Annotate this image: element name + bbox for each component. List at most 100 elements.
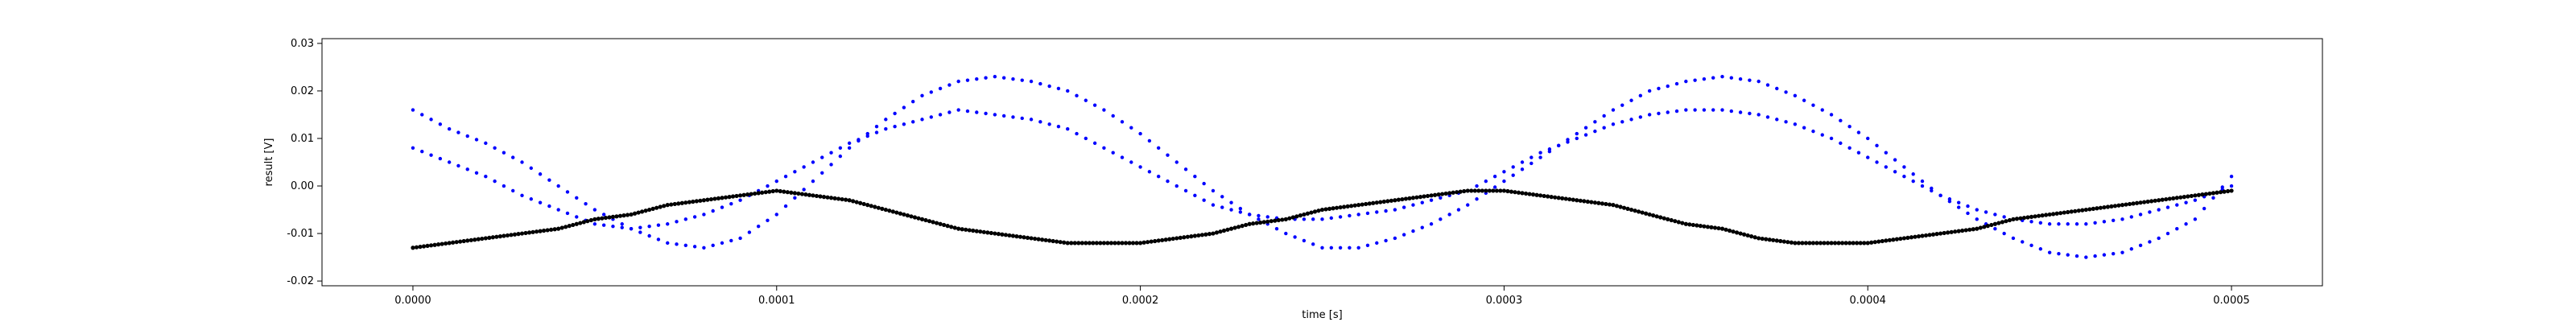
y-tick-label: 0.03 [291, 38, 314, 50]
data-point [1909, 235, 1914, 240]
data-point [2047, 250, 2052, 254]
data-point [1356, 246, 1360, 250]
data-point [1847, 146, 1852, 150]
data-point [1749, 234, 1754, 239]
data-point [956, 108, 960, 112]
data-point [1538, 193, 1543, 198]
data-point [575, 196, 579, 200]
data-point [760, 190, 765, 195]
data-point [2174, 196, 2179, 200]
data-point [1719, 226, 1725, 231]
data-point [1509, 189, 1514, 194]
data-point [702, 246, 706, 250]
data-point [811, 160, 815, 164]
data-point [1712, 225, 1718, 230]
data-point [494, 234, 499, 239]
data-point [811, 193, 815, 198]
data-point [978, 229, 983, 234]
data-point [1364, 201, 1368, 207]
data-point [1451, 190, 1455, 195]
data-point [1113, 241, 1117, 246]
data-point [552, 227, 557, 232]
data-point [1265, 219, 1270, 224]
data-point [1147, 138, 1152, 143]
data-point [1538, 151, 1542, 155]
data-point [1385, 199, 1390, 204]
data-point [1839, 141, 1843, 146]
data-point [1056, 86, 1061, 91]
data-point [949, 225, 954, 229]
data-point [2120, 217, 2124, 221]
data-point [832, 196, 837, 200]
data-point [745, 192, 750, 197]
data-point [1946, 230, 1951, 235]
data-point [575, 215, 579, 219]
data-point [1971, 227, 1975, 232]
data-point [683, 217, 688, 221]
data-point [1123, 241, 1129, 246]
data-point [438, 122, 443, 126]
data-point [565, 190, 570, 194]
data-point [996, 232, 1001, 237]
data-point [1345, 204, 1350, 209]
data-point [502, 151, 506, 155]
data-point [1527, 192, 1532, 196]
x-axis-label: time [s] [1302, 309, 1342, 321]
data-point [705, 197, 710, 202]
data-point [1729, 76, 1733, 80]
data-point [2091, 206, 2095, 211]
data-point [965, 109, 970, 114]
data-point [1829, 136, 1834, 141]
data-point [1092, 103, 1097, 107]
data-point [1075, 131, 1079, 136]
data-point [2157, 236, 2161, 241]
data-point [1329, 216, 1334, 221]
data-point [601, 223, 606, 227]
data-point [1196, 233, 1201, 238]
data-point [763, 190, 768, 195]
data-point [774, 213, 778, 217]
axes-frame [321, 38, 2323, 287]
data-point [1693, 108, 1697, 112]
data-point [770, 188, 775, 194]
data-point [818, 194, 823, 199]
data-point [1047, 84, 1051, 89]
data-point [679, 200, 684, 205]
data-point [511, 155, 515, 159]
data-point [2040, 213, 2045, 218]
data-point [1163, 237, 1168, 242]
data-point [727, 195, 732, 200]
data-point [1257, 217, 1261, 221]
data-point [1800, 241, 1805, 246]
data-point [666, 222, 670, 226]
data-point [1098, 241, 1103, 246]
data-point [1192, 233, 1197, 238]
data-point [1229, 200, 1233, 204]
data-point [1638, 93, 1643, 98]
data-point [2186, 194, 2190, 199]
data-point [1120, 120, 1125, 124]
data-point [1620, 103, 1624, 107]
data-point [638, 225, 642, 229]
data-point [2138, 243, 2143, 248]
data-point [1822, 241, 1827, 246]
data-point [956, 79, 960, 84]
data-point [1711, 76, 1715, 80]
data-point [1793, 122, 1798, 126]
data-point [1520, 191, 1525, 196]
data-point [1687, 222, 1692, 227]
data-point [592, 217, 597, 221]
data-point [1111, 151, 1115, 155]
data-point [2000, 220, 2004, 225]
data-point [1956, 205, 1961, 209]
data-point [1578, 198, 1583, 203]
data-point [1265, 215, 1269, 219]
data-point [729, 238, 733, 243]
data-point [1975, 208, 1979, 212]
data-point [509, 233, 514, 237]
data-point [447, 160, 452, 164]
data-point [629, 212, 634, 217]
data-point [629, 226, 634, 231]
data-point [1684, 79, 1688, 84]
data-point [1371, 200, 1376, 205]
